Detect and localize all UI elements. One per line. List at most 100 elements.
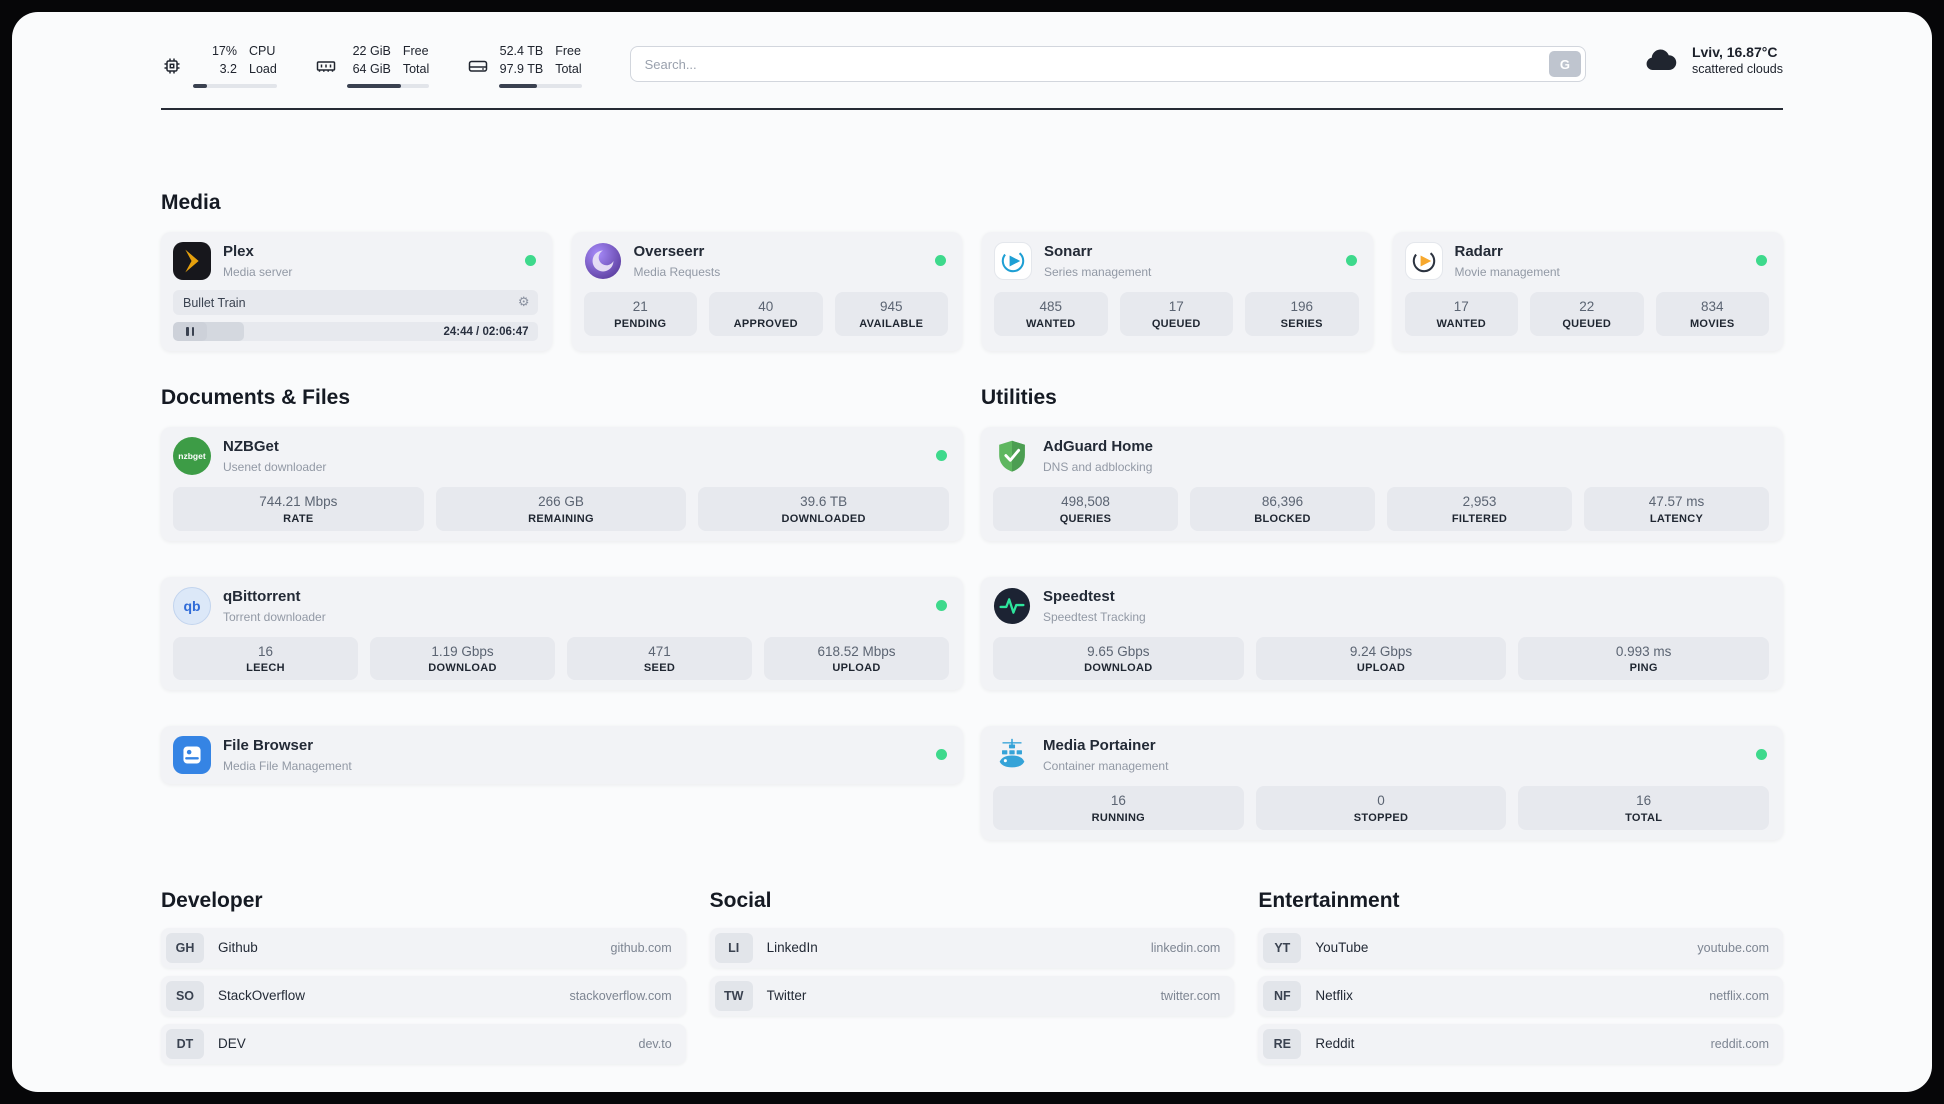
link-name: Twitter — [766, 988, 807, 1004]
search-engine-button[interactable]: G — [1548, 51, 1581, 77]
link-youtube[interactable]: YT YouTube youtube.com — [1258, 927, 1783, 968]
dashboard-page: 17% 3.2 CPU Load — [12, 12, 1932, 1092]
app-name: Overseerr — [633, 243, 705, 261]
plex-icon — [173, 242, 211, 281]
link-url: twitter.com — [1160, 988, 1221, 1003]
top-bar: 17% 3.2 CPU Load — [161, 12, 1783, 89]
stat-filtered: 2,953 FILTERED — [1387, 487, 1572, 531]
stat-queued: 17 QUEUED — [1119, 292, 1233, 336]
status-dot — [935, 255, 946, 267]
link-name: Reddit — [1315, 1036, 1355, 1052]
link-name: Netflix — [1315, 988, 1353, 1004]
stat-blocked: 86,396 BLOCKED — [1190, 487, 1375, 531]
stat-downloaded: 39.6 TB DOWNLOADED — [698, 487, 949, 531]
search-input[interactable] — [629, 46, 1586, 82]
link-netflix[interactable]: NF Netflix netflix.com — [1258, 975, 1783, 1016]
link-abbr: LI — [714, 932, 753, 963]
app-name: qBittorrent — [223, 587, 301, 605]
link-dev[interactable]: DT DEV dev.to — [161, 1023, 686, 1064]
section-title-entertainment: Entertainment — [1258, 888, 1400, 912]
app-desc: Torrent downloader — [223, 609, 326, 624]
stat-series: 196 SERIES — [1245, 292, 1359, 336]
section-title-utilities: Utilities — [981, 386, 1057, 410]
app-name: Sonarr — [1044, 243, 1093, 261]
adguard-card[interactable]: AdGuard Home DNS and adblocking 498,508 … — [981, 427, 1783, 541]
cpu-progress-bar — [193, 84, 277, 89]
app-desc: Container management — [1043, 759, 1169, 774]
cpu-percent: 17% — [211, 44, 237, 58]
playback-progress-bar[interactable]: 24:44 / 02:06:47 — [173, 322, 538, 342]
link-name: Github — [218, 940, 258, 956]
link-abbr: DT — [166, 1028, 204, 1059]
adguard-icon — [993, 437, 1031, 475]
nzbget-icon: nzbget — [173, 437, 211, 476]
app-name: File Browser — [223, 737, 314, 755]
link-linkedin[interactable]: LI LinkedIn linkedin.com — [709, 927, 1235, 968]
sonarr-icon — [994, 242, 1032, 281]
app-name: AdGuard Home — [1043, 438, 1154, 456]
link-abbr: GH — [166, 932, 204, 963]
app-desc: Media File Management — [223, 759, 352, 774]
stat-upload: 618.52 Mbps UPLOAD — [764, 636, 949, 681]
stat-download: 1.19 Gbps DOWNLOAD — [370, 636, 555, 681]
pause-button[interactable] — [173, 322, 207, 342]
header-divider — [161, 108, 1783, 111]
status-dot — [1756, 749, 1767, 761]
section-title-documents: Documents & Files — [161, 386, 351, 410]
speedtest-card[interactable]: Speedtest Speedtest Tracking 9.65 Gbps D… — [981, 576, 1783, 691]
cpu-label: CPU — [249, 44, 276, 58]
disk-free: 52.4 TB — [499, 44, 544, 58]
link-name: DEV — [218, 1036, 246, 1052]
weather-condition: scattered clouds — [1691, 62, 1783, 76]
plex-card[interactable]: Plex Media server Bullet Train ⚙ 24:44 /… — [161, 232, 552, 352]
link-url: stackoverflow.com — [569, 988, 672, 1003]
link-url: github.com — [610, 940, 672, 955]
stat-queries: 498,508 QUERIES — [993, 487, 1178, 531]
stat-upload: 9.24 Gbps UPLOAD — [1255, 636, 1507, 681]
portainer-card[interactable]: Media Portainer Container management 16 … — [981, 726, 1783, 840]
disk-widget: 52.4 TB 97.9 TB Free Total — [467, 42, 582, 89]
link-twitter[interactable]: TW Twitter twitter.com — [709, 975, 1235, 1016]
link-name: YouTube — [1315, 940, 1369, 956]
app-desc: Series management — [1044, 265, 1152, 280]
search-bar: G — [629, 46, 1586, 82]
playback-time: 24:44 / 02:06:47 — [443, 325, 529, 338]
disk-icon — [467, 42, 489, 88]
status-dot — [1345, 255, 1357, 267]
status-dot — [936, 749, 947, 761]
ram-free: 22 GiB — [352, 44, 391, 58]
settings-gear-icon[interactable]: ⚙ — [517, 295, 530, 311]
app-name: Radarr — [1454, 243, 1503, 261]
radarr-card[interactable]: Radarr Movie management 17 WANTED 22 QUE… — [1392, 232, 1783, 352]
developer-links: Developer GH Github github.com SO StackO… — [161, 888, 686, 1064]
section-title-social: Social — [709, 888, 772, 912]
filebrowser-card[interactable]: File Browser Media File Management — [161, 726, 963, 785]
app-desc: Media server — [223, 265, 293, 280]
link-abbr: YT — [1263, 932, 1302, 963]
stat-ping: 0.993 ms PING — [1518, 636, 1769, 681]
qbittorrent-card[interactable]: qb qBittorrent Torrent downloader 16 LEE… — [161, 576, 963, 691]
nzbget-card[interactable]: nzbget NZBGet Usenet downloader 744.21 M… — [161, 427, 963, 541]
portainer-icon — [993, 736, 1031, 774]
cpu-clock: 3.2 — [219, 62, 237, 77]
entertainment-links: Entertainment YT YouTube youtube.com NF … — [1258, 888, 1783, 1064]
section-title-developer: Developer — [161, 888, 263, 912]
sonarr-card[interactable]: Sonarr Series management 485 WANTED 17 Q… — [982, 232, 1373, 352]
cpu-icon — [161, 42, 183, 88]
link-abbr: NF — [1263, 980, 1302, 1011]
link-url: reddit.com — [1710, 1036, 1769, 1051]
app-desc: Usenet downloader — [223, 460, 327, 475]
ram-free-label: Free — [402, 44, 429, 58]
link-github[interactable]: GH Github github.com — [161, 927, 686, 968]
app-name: Plex — [223, 243, 254, 261]
app-desc: DNS and adblocking — [1043, 460, 1153, 475]
link-reddit[interactable]: RE Reddit reddit.com — [1258, 1023, 1783, 1064]
stat-download: 9.65 Gbps DOWNLOAD — [993, 636, 1244, 681]
app-desc: Movie management — [1454, 265, 1560, 280]
link-stackoverflow[interactable]: SO StackOverflow stackoverflow.com — [161, 975, 686, 1016]
link-name: LinkedIn — [766, 940, 818, 956]
app-desc: Media Requests — [633, 265, 721, 280]
stat-remaining: 266 GB REMAINING — [435, 487, 687, 531]
stat-movies: 834 MOVIES — [1655, 292, 1769, 336]
overseerr-card[interactable]: Overseerr Media Requests 21 PENDING 40 A… — [571, 232, 962, 352]
